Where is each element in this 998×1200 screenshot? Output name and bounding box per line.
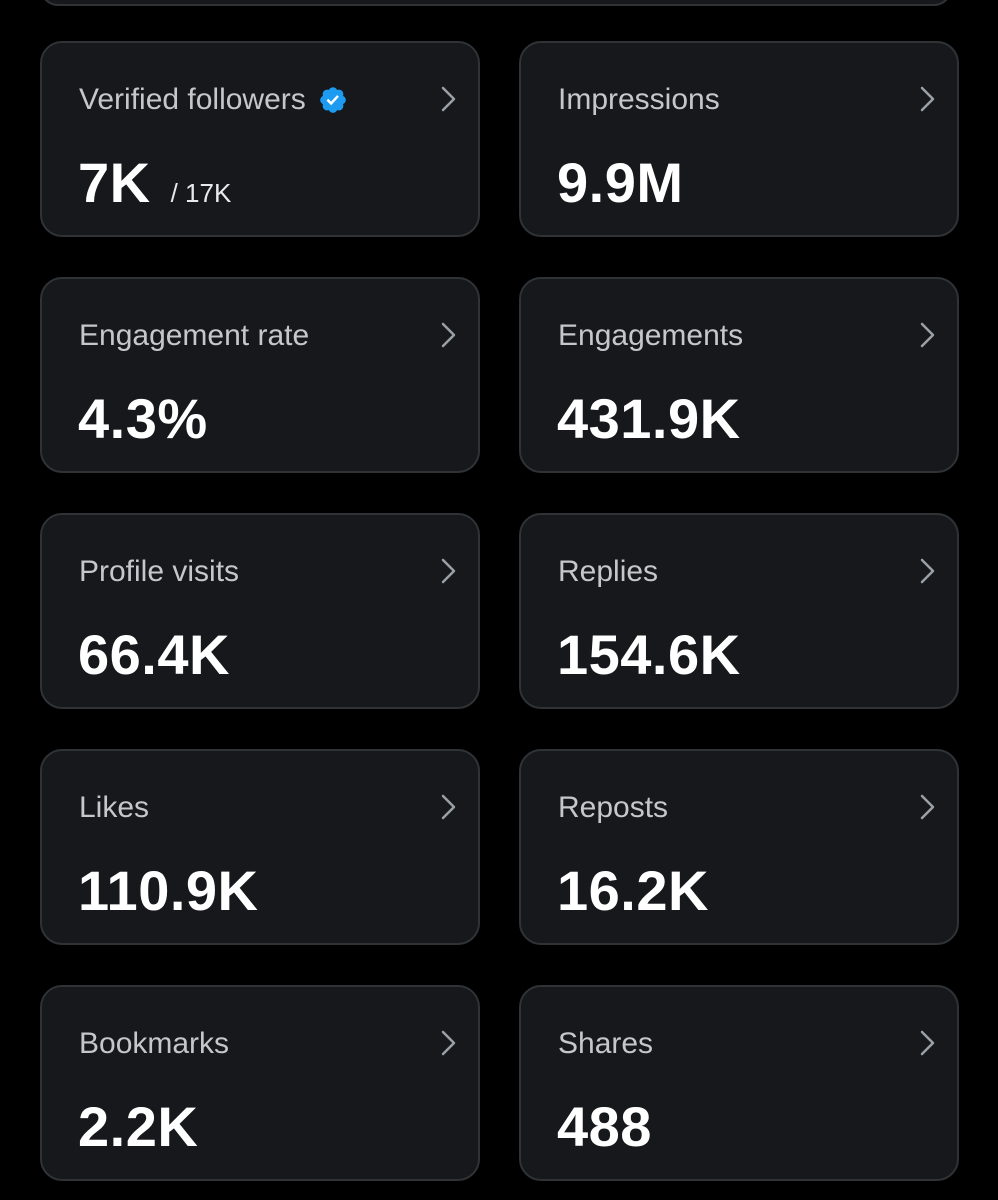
metric-card-impressions[interactable]: Impressions 9.9M <box>519 41 959 237</box>
metric-label: Engagements <box>558 319 744 352</box>
metric-value: 16.2K <box>557 859 709 922</box>
metric-value-row: 4.3% <box>78 387 208 451</box>
metric-value-row: 2.2K <box>78 1095 198 1159</box>
metric-value: 154.6K <box>557 623 741 686</box>
chevron-right-icon <box>441 558 456 584</box>
metric-label: Reposts <box>558 791 669 824</box>
metric-label: Impressions <box>558 83 720 116</box>
metric-card-replies[interactable]: Replies 154.6K <box>519 513 959 709</box>
metric-card-engagement-rate[interactable]: Engagement rate 4.3% <box>40 277 480 473</box>
verified-badge-icon <box>319 87 346 113</box>
metric-value-row: 16.2K <box>557 859 709 923</box>
metric-card-reposts[interactable]: Reposts 16.2K <box>519 749 959 945</box>
metric-value: 7K <box>78 151 151 214</box>
metric-value: 9.9M <box>557 151 684 214</box>
metric-value-row: 488 <box>557 1095 652 1159</box>
chevron-right-icon <box>920 558 935 584</box>
metric-label: Replies <box>558 555 659 588</box>
metric-value-row: 66.4K <box>78 623 230 687</box>
metric-value: 66.4K <box>78 623 230 686</box>
chevron-right-icon <box>441 86 456 112</box>
chevron-right-icon <box>441 322 456 348</box>
metric-label-container: Verified followers <box>79 83 348 117</box>
chevron-right-icon <box>441 794 456 820</box>
chevron-right-icon <box>920 86 935 112</box>
metric-value-row: 154.6K <box>557 623 741 687</box>
chevron-right-icon <box>441 1030 456 1056</box>
metric-label: Shares <box>558 1027 654 1060</box>
metric-card-shares[interactable]: Shares 488 <box>519 985 959 1181</box>
metric-value: 2.2K <box>78 1095 199 1158</box>
metric-value-row: 7K / 17K <box>78 151 231 215</box>
metric-value: 4.3% <box>78 387 208 450</box>
previous-card-partial <box>40 0 952 6</box>
chevron-right-icon <box>920 322 935 348</box>
metric-value: 488 <box>557 1095 652 1158</box>
metric-label: Verified followers <box>79 83 306 116</box>
metric-label: Bookmarks <box>79 1027 230 1060</box>
metric-total-value: / 17K <box>170 178 232 208</box>
metric-card-bookmarks[interactable]: Bookmarks 2.2K <box>40 985 480 1181</box>
chevron-right-icon <box>920 1030 935 1056</box>
metric-label: Engagement rate <box>79 319 310 352</box>
metric-label: Profile visits <box>79 555 240 588</box>
metric-value-row: 9.9M <box>557 151 684 215</box>
metric-value: 110.9K <box>78 859 259 922</box>
metric-value-row: 431.9K <box>557 387 741 451</box>
metric-card-likes[interactable]: Likes 110.9K <box>40 749 480 945</box>
metric-label: Likes <box>79 791 150 824</box>
metric-card-engagements[interactable]: Engagements 431.9K <box>519 277 959 473</box>
chevron-right-icon <box>920 794 935 820</box>
metric-card-profile-visits[interactable]: Profile visits 66.4K <box>40 513 480 709</box>
metric-value-row: 110.9K <box>78 859 259 923</box>
metric-card-verified-followers[interactable]: Verified followers 7K / 17K <box>40 41 480 237</box>
metric-value: 431.9K <box>557 387 741 450</box>
